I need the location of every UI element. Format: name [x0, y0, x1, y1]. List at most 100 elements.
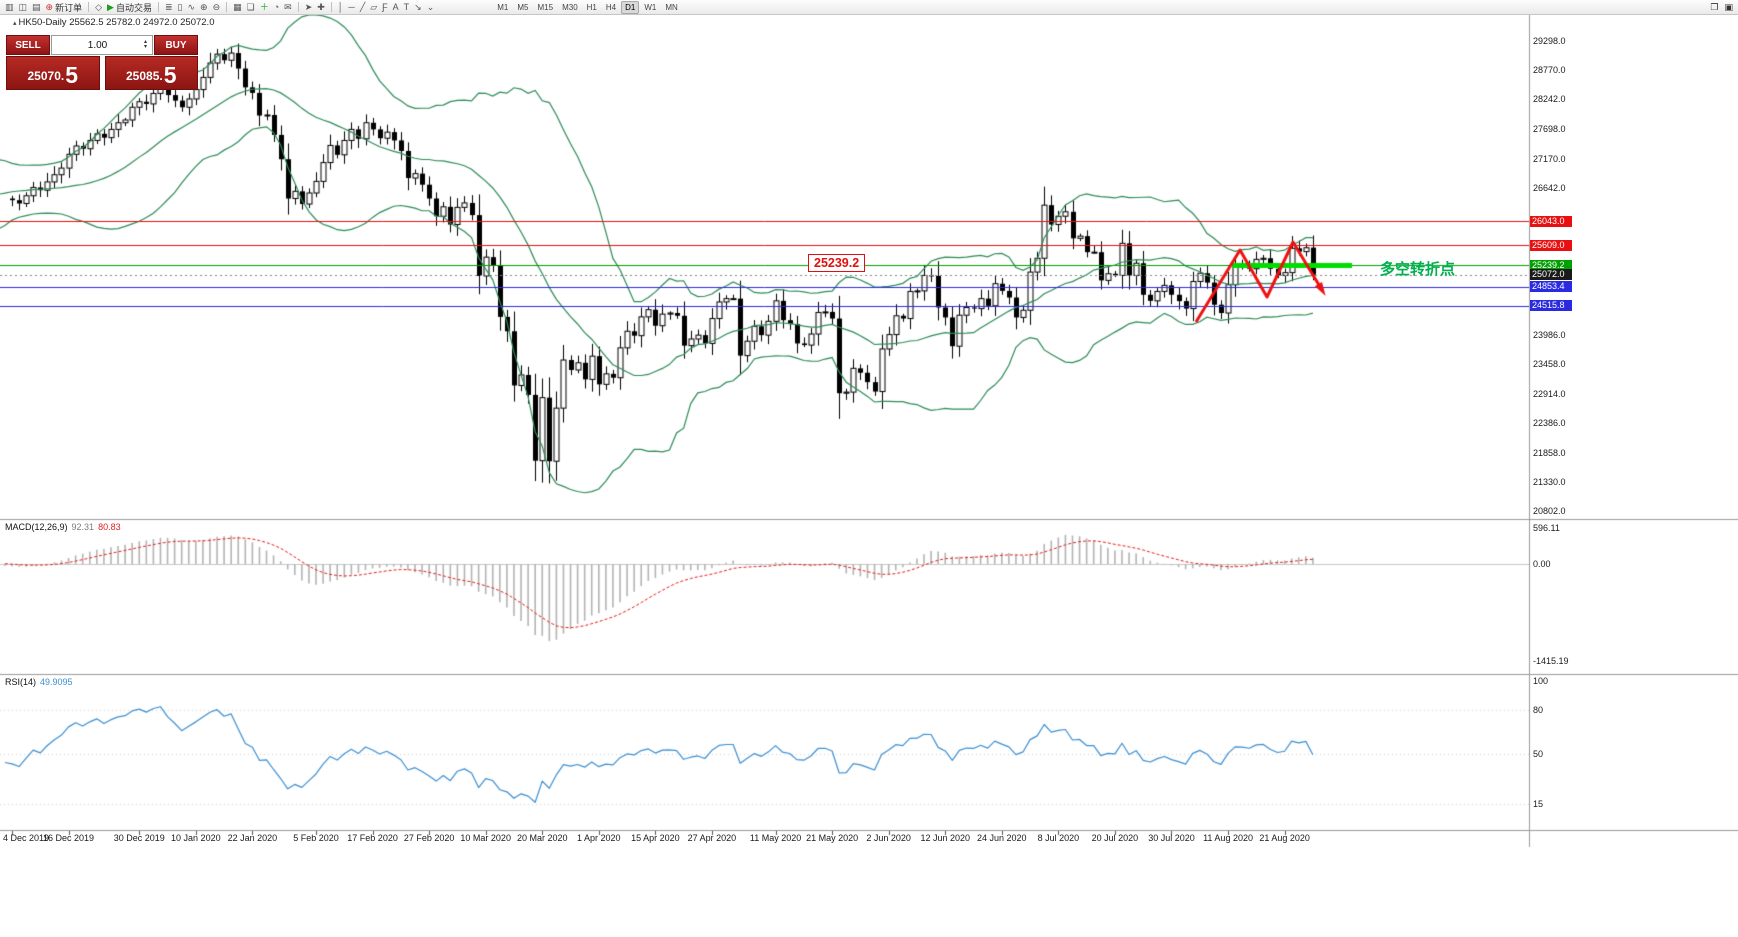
buy-button[interactable]: BUY — [154, 35, 198, 55]
timeframe-m5-button[interactable]: M5 — [517, 2, 529, 12]
fullscreen-icon[interactable]: ▣ — [1724, 1, 1733, 12]
sell-price-tile[interactable]: 25070. 5 — [6, 56, 100, 90]
toolbar-separator — [330, 2, 332, 12]
turning-point-annotation[interactable]: 多空转折点 — [1380, 261, 1456, 278]
clock-icon[interactable]: ◔ — [272, 1, 281, 13]
timeframe-m30-button[interactable]: M30 — [562, 2, 578, 12]
autotrading-button[interactable]: ▶ 自动交易 — [105, 1, 154, 13]
arrows-icon[interactable]: ↘ — [412, 1, 424, 13]
line-chart-icon-glyph: ∿ — [187, 2, 196, 12]
toolbar-left-group: ▥ ◫ ▤ ⊕ 新订单 ◇ ▶ 自动交易 ≣ ▯ ∿ ⊕ ⊖ ▦ ❏ ＋ ◔ ✉ ➤ ✚ │ ─ ╱ ▱ Ƒ A T ↘ ⌄ — [3, 1, 436, 13]
rsi-value: 49.9095 — [40, 677, 73, 687]
volume-up-icon[interactable]: ▴ — [143, 39, 147, 45]
macd-main-value: 92.31 — [71, 522, 95, 532]
fibonacci-icon-glyph: Ƒ — [382, 2, 388, 12]
dropdown-icon-glyph: ⌄ — [426, 2, 435, 12]
trendline-icon-glyph: ╱ — [359, 2, 366, 12]
toolbar-customize-icon[interactable]: ❐ — [1710, 1, 1719, 12]
timeframe-d1-button[interactable]: D1 — [621, 0, 640, 14]
vertical-line-icon-glyph: │ — [337, 2, 344, 12]
volume-stepper[interactable]: ▴ ▾ — [141, 39, 150, 50]
toolbar-separator — [157, 2, 159, 12]
candlestick-chart-icon[interactable]: ▯ — [176, 1, 185, 13]
profiles-icon[interactable]: ◫ — [17, 1, 30, 13]
buy-price-pip: 5 — [163, 62, 177, 88]
channel-icon[interactable]: ▱ — [368, 1, 379, 13]
volume-field[interactable]: 1.00 ▴ ▾ — [51, 35, 153, 55]
news-icon[interactable]: ✉ — [282, 1, 294, 13]
tile-windows-icon-glyph: ▦ — [233, 2, 242, 12]
macd-signal-value: 80.83 — [98, 522, 121, 532]
text-icon-glyph: A — [392, 2, 399, 12]
timeframe-m15-button[interactable]: M15 — [537, 2, 554, 12]
chart-title: ▴ HK50-Daily 25562.5 25782.0 24972.0 2507… — [13, 17, 214, 28]
horizontal-line-icon[interactable]: ─ — [346, 1, 356, 13]
timeframe-h4-button[interactable]: H4 — [605, 2, 617, 12]
timeframe-w1-button[interactable]: W1 — [644, 2, 657, 12]
market-watch-icon-glyph: ▤ — [32, 2, 41, 12]
tile-windows-icon[interactable]: ▦ — [231, 1, 244, 13]
bar-chart-icon[interactable]: ≣ — [163, 1, 175, 13]
volume-value[interactable]: 1.00 — [87, 39, 108, 51]
label-icon[interactable]: T — [402, 1, 412, 13]
vertical-line-icon[interactable]: │ — [336, 1, 346, 13]
volume-down-icon[interactable]: ▾ — [143, 44, 147, 50]
metaeditor-icon-glyph: ◇ — [95, 2, 103, 12]
channel-icon-glyph: ▱ — [370, 2, 378, 12]
chart-ohlc-values: 25562.5 25782.0 24972.0 25072.0 — [69, 17, 215, 28]
label-icon-glyph: T — [403, 2, 410, 12]
market-watch-icon[interactable]: ▤ — [30, 1, 43, 13]
one-click-trading-panel: SELL 1.00 ▴ ▾ BUY 25070. 5 25085. 5 — [6, 35, 198, 90]
trendline-icon[interactable]: ╱ — [358, 1, 367, 13]
cascade-windows-icon-glyph: ❏ — [246, 2, 255, 12]
cursor-icon[interactable]: ➤ — [303, 1, 315, 13]
autotrading-button-label: 自动交易 — [115, 2, 152, 13]
macd-name: MACD(12,26,9) — [5, 522, 68, 532]
zoom-out-icon[interactable]: ⊖ — [211, 1, 223, 13]
metaeditor-icon[interactable]: ◇ — [93, 1, 104, 13]
crosshair-icon-glyph: ✚ — [317, 2, 325, 12]
new-order-glyph: ⊕ — [45, 2, 54, 12]
macd-indicator-label: MACD(12,26,9) 92.31 80.83 — [5, 522, 121, 532]
new-order-button[interactable]: ⊕ 新订单 — [44, 1, 85, 13]
new-order-button-label: 新订单 — [55, 2, 83, 13]
add-indicator-icon[interactable]: ＋ — [258, 1, 271, 13]
news-icon-glyph: ✉ — [284, 2, 292, 12]
text-icon[interactable]: A — [391, 1, 401, 13]
buy-price-tile[interactable]: 25085. 5 — [104, 56, 198, 90]
bar-chart-icon-glyph: ≣ — [164, 2, 173, 12]
add-indicator-icon-glyph: ＋ — [259, 2, 269, 12]
timeframe-mn-button[interactable]: MN — [665, 2, 678, 12]
chart-symbol-period: HK50-Daily — [18, 17, 67, 28]
candlestick-chart-icon-glyph: ▯ — [177, 2, 183, 12]
dropdown-icon[interactable]: ⌄ — [425, 1, 437, 13]
clock-icon-glyph: ◔ — [273, 2, 280, 12]
top-toolbar: ▥ ◫ ▤ ⊕ 新订单 ◇ ▶ 自动交易 ≣ ▯ ∿ ⊕ ⊖ ▦ ❏ ＋ ◔ ✉ ➤ ✚ │ ─ ╱ ▱ Ƒ A T ↘ ⌄ M1 M5 M… — [0, 0, 1738, 15]
sell-price-pip: 5 — [65, 62, 78, 88]
toolbar-separator — [297, 2, 299, 12]
timeframe-h1-button[interactable]: H1 — [586, 2, 597, 12]
cascade-windows-icon[interactable]: ❏ — [245, 1, 257, 13]
fibonacci-icon[interactable]: Ƒ — [380, 1, 390, 13]
toolbar-separator — [226, 2, 228, 12]
cursor-icon-glyph: ➤ — [304, 2, 313, 12]
new-chart-icon[interactable]: ▥ — [3, 1, 16, 13]
arrows-icon-glyph: ↘ — [414, 2, 422, 12]
sell-button[interactable]: SELL — [6, 35, 50, 55]
line-chart-icon[interactable]: ∿ — [185, 1, 197, 13]
autotrading-glyph: ▶ — [107, 2, 114, 12]
chart-expand-icon[interactable]: ▴ — [13, 20, 17, 27]
rsi-indicator-label: RSI(14) 49.9095 — [5, 677, 73, 687]
rsi-name: RSI(14) — [5, 677, 37, 687]
new-chart-icon-glyph: ▥ — [5, 2, 14, 12]
timeframe-m1-button[interactable]: M1 — [497, 2, 509, 12]
toolbar-separator — [88, 2, 90, 12]
zoom-out-icon-glyph: ⊖ — [212, 2, 221, 12]
timeframe-group: M1 M5 M15 M30 H1 H4 D1 W1 MN — [493, 0, 682, 14]
crosshair-icon[interactable]: ✚ — [315, 1, 327, 13]
zoom-in-icon[interactable]: ⊕ — [198, 1, 210, 13]
price-level-label-object[interactable]: 25239.2 — [808, 254, 866, 272]
toolbar-right-group: ❐ ▣ — [1708, 1, 1735, 13]
